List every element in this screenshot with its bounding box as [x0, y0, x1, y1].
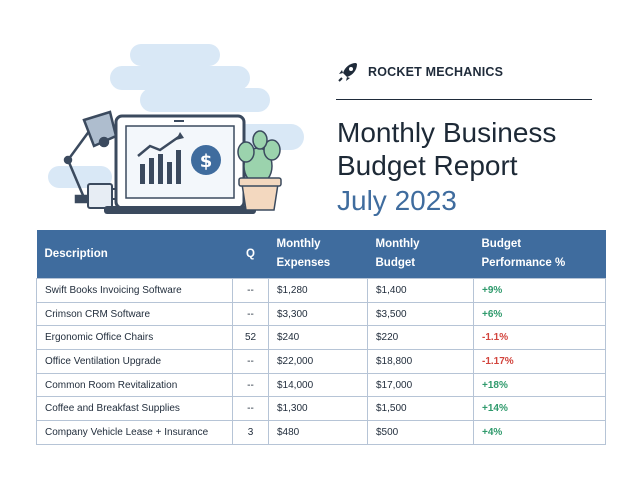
cell-budget: $17,000	[367, 372, 474, 398]
cell-performance: +6%	[473, 301, 606, 327]
table-row: Ergonomic Office Chairs 52 $240 $220 -1.…	[36, 325, 606, 351]
budget-table-container: Description Q Monthly Expenses Monthly B…	[36, 230, 606, 445]
report-title: Monthly Business Budget Report	[337, 116, 556, 182]
cell-budget: $220	[367, 325, 474, 351]
bar-chart-icon	[137, 132, 184, 184]
header-divider	[336, 99, 592, 100]
cell-performance: +9%	[473, 278, 606, 303]
cell-expenses: $240	[268, 325, 368, 351]
table-row: Common Room Revitalization -- $14,000 $1…	[36, 372, 606, 398]
table-row: Office Ventilation Upgrade -- $22,000 $1…	[36, 349, 606, 374]
header-expenses-line2: Expenses	[276, 257, 331, 269]
cell-description: Office Ventilation Upgrade	[36, 349, 233, 374]
cell-description: Common Room Revitalization	[36, 372, 233, 398]
cell-description: Coffee and Breakfast Supplies	[36, 396, 233, 422]
header-budget-line2: Budget	[375, 257, 416, 269]
cell-q: --	[232, 301, 269, 327]
cell-performance: +18%	[473, 372, 606, 398]
header-expenses: Monthly Expenses	[269, 230, 368, 279]
cell-expenses: $22,000	[268, 349, 368, 374]
cell-expenses: $14,000	[268, 372, 368, 398]
header-performance-line2: Performance %	[481, 257, 566, 269]
cell-q: --	[232, 372, 269, 398]
report-period: July 2023	[337, 185, 457, 216]
cell-performance: +14%	[473, 396, 606, 422]
header-q: Q	[246, 247, 255, 260]
cell-performance: -1.1%	[473, 325, 606, 351]
header-budget: Monthly Budget	[368, 230, 474, 279]
budget-table: Description Q Monthly Expenses Monthly B…	[36, 230, 606, 445]
brand: ROCKET MECHANICS	[336, 60, 503, 84]
table-header-row: Description Q Monthly Expenses Monthly B…	[36, 230, 606, 279]
header-budget-line1: Monthly	[375, 238, 420, 250]
table-row: Swift Books Invoicing Software -- $1,280…	[36, 278, 606, 303]
cell-q: 52	[232, 325, 269, 351]
table-row: Company Vehicle Lease + Insurance 3 $480…	[36, 420, 606, 445]
cell-expenses: $480	[268, 420, 368, 445]
cell-q: --	[232, 278, 269, 303]
cell-q: --	[232, 396, 269, 422]
cell-description: Crimson CRM Software	[36, 301, 233, 327]
report-title-line1: Monthly Business	[337, 117, 557, 148]
cell-expenses: $1,280	[268, 278, 368, 303]
header-description: Description	[44, 247, 108, 260]
cell-budget: $1,500	[367, 396, 474, 422]
header-performance: Budget Performance %	[474, 230, 606, 279]
cell-q: 3	[232, 420, 269, 445]
cell-budget: $3,500	[367, 301, 474, 327]
brand-name: ROCKET MECHANICS	[368, 65, 504, 79]
cell-budget: $1,400	[367, 278, 474, 303]
table-row: Crimson CRM Software -- $3,300 $3,500 +6…	[36, 301, 606, 327]
cell-description: Ergonomic Office Chairs	[36, 325, 233, 351]
cell-budget: $500	[367, 420, 474, 445]
cell-expenses: $3,300	[268, 301, 368, 327]
cactus-plant-icon	[237, 130, 282, 211]
cell-expenses: $1,300	[268, 396, 368, 422]
header-expenses-line1: Monthly	[276, 238, 321, 250]
cell-performance: -1.17%	[473, 349, 606, 374]
report-title-line2: Budget Report	[337, 150, 518, 181]
cell-performance: +4%	[473, 420, 606, 445]
svg-text:$: $	[200, 151, 213, 172]
cell-q: --	[232, 349, 269, 374]
table-row: Coffee and Breakfast Supplies -- $1,300 …	[36, 396, 606, 422]
cell-description: Swift Books Invoicing Software	[36, 278, 233, 303]
cell-budget: $18,800	[367, 349, 474, 374]
office-illustration: $	[48, 44, 304, 214]
rocket-icon	[338, 63, 357, 82]
header-performance-line1: Budget	[481, 238, 522, 250]
dollar-coin-icon: $	[191, 145, 221, 175]
cell-description: Company Vehicle Lease + Insurance	[36, 420, 233, 445]
